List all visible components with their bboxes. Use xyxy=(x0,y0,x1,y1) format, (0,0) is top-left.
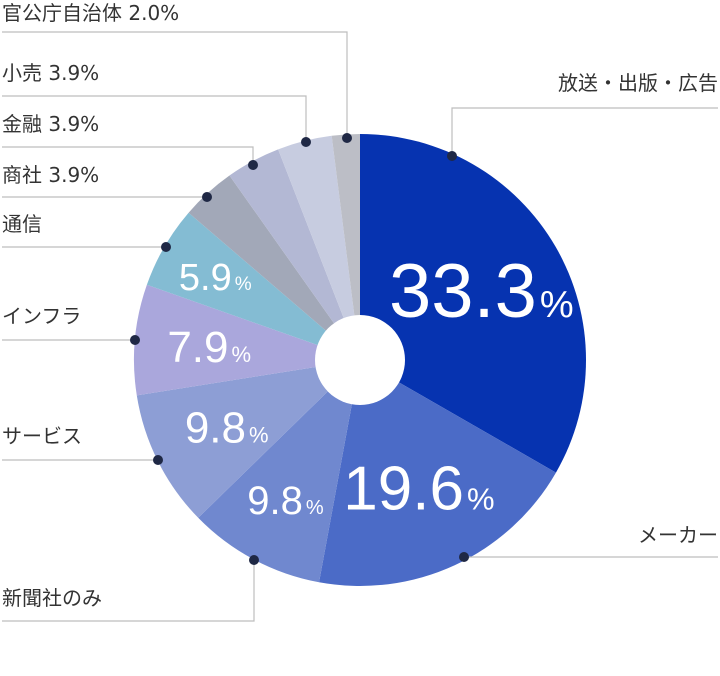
leader-line xyxy=(2,560,255,622)
slice-value-label: 9.8% xyxy=(185,404,269,453)
leader-line xyxy=(2,31,348,138)
leader-line xyxy=(2,95,307,142)
leader-dot xyxy=(342,133,352,143)
slice-value-number: 33.3 xyxy=(389,249,537,334)
slice-value-unit: % xyxy=(249,423,269,448)
slice-value-label: 9.8% xyxy=(247,479,324,523)
category-label: 新聞社のみ xyxy=(2,586,102,610)
pie-slice xyxy=(278,135,360,360)
category-label: 商社 3.9% xyxy=(2,163,99,187)
category-label: 小売 3.9% xyxy=(2,61,99,85)
leader-dot xyxy=(249,555,259,565)
slice-value-number: 19.6 xyxy=(343,455,464,524)
pie-slice xyxy=(188,175,360,360)
leader-dot xyxy=(161,242,171,252)
pie-slice xyxy=(319,360,556,587)
slice-value-unit: % xyxy=(540,284,574,326)
leader-dot xyxy=(459,552,469,562)
slice-value-label: 19.6% xyxy=(343,455,494,524)
category-label: 官公庁自治体 2.0% xyxy=(2,1,179,25)
slice-value-label: 33.3% xyxy=(389,249,574,334)
slice-value-number: 9.8 xyxy=(185,404,246,453)
slice-value-unit: % xyxy=(235,274,252,295)
slice-value-label: 5.9% xyxy=(179,257,252,299)
slice-value-labels: 33.3%19.6%9.8 %9.8 %7.9 %5.9% xyxy=(167,249,573,523)
category-label: インフラ xyxy=(2,304,81,328)
category-label: サービス xyxy=(2,424,82,448)
leader-dot xyxy=(248,160,258,170)
category-label: 放送・出版・広告 xyxy=(558,71,718,95)
pie-slice xyxy=(331,134,360,360)
slices xyxy=(133,134,587,587)
category-label: 通信 xyxy=(2,212,42,236)
leader-dot xyxy=(153,455,163,465)
category-label: メーカー xyxy=(638,523,718,547)
pie-slice xyxy=(136,360,360,518)
slice-value-label: 7.9% xyxy=(167,323,251,372)
slice-value-number: 5.9 xyxy=(179,257,232,299)
pie-slice xyxy=(133,284,360,396)
pie-slice xyxy=(360,134,587,473)
leader-dot xyxy=(130,335,140,345)
leader-lines xyxy=(2,31,718,622)
category-label: 金融 3.9% xyxy=(2,112,99,136)
pie-slice xyxy=(198,360,360,583)
pie-slice xyxy=(229,149,360,360)
slice-value-unit: % xyxy=(232,342,252,367)
slice-value-number: 7.9 xyxy=(167,323,228,372)
leader-line xyxy=(2,146,254,165)
slice-value-number: 9.8 xyxy=(247,479,303,523)
leader-dot xyxy=(202,192,212,202)
leader-line xyxy=(451,107,718,156)
leader-dot xyxy=(301,137,311,147)
slice-value-unit: % xyxy=(306,497,324,519)
leader-dot xyxy=(447,151,457,161)
donut-hole xyxy=(315,315,405,405)
slice-value-unit: % xyxy=(467,482,495,517)
pie-slice xyxy=(146,212,360,360)
